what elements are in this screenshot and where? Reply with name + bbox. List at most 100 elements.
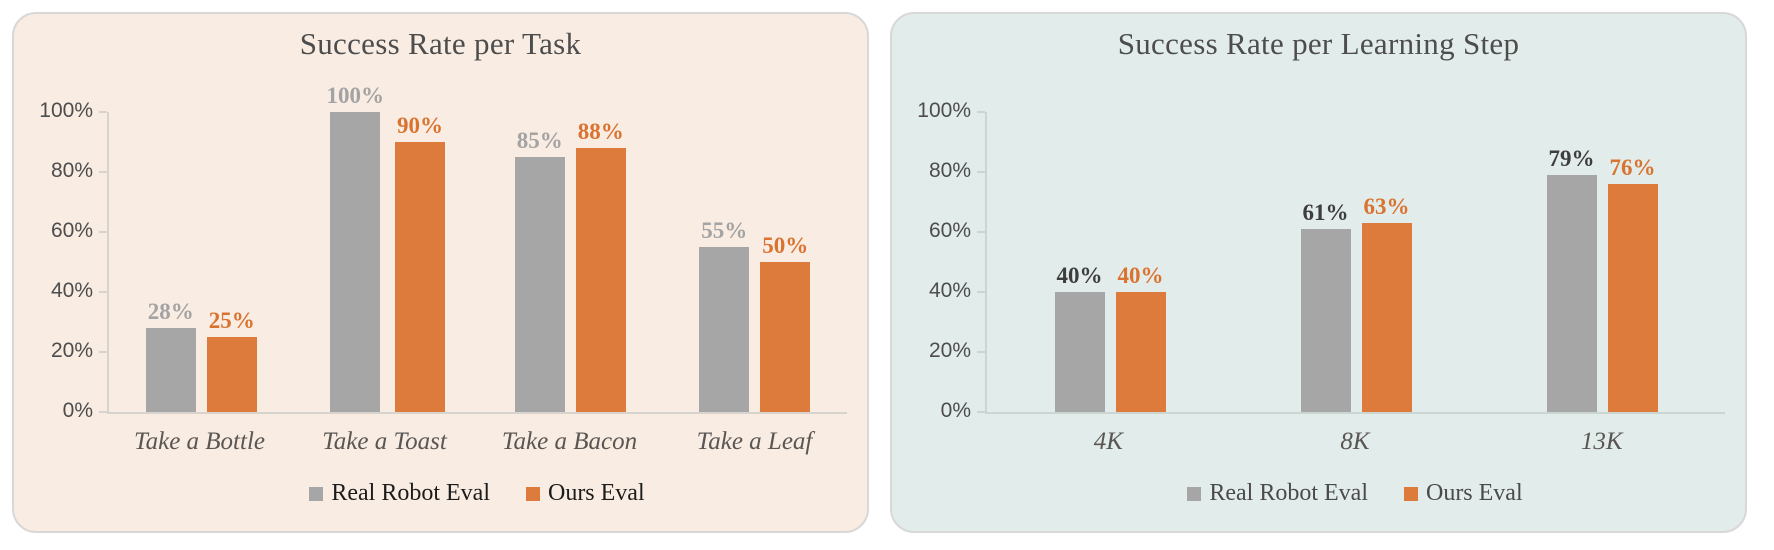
bar-value-label: 63% <box>1363 194 1410 219</box>
bar-pair: 85% 88% <box>514 120 626 412</box>
bar-column: 85% <box>514 128 565 412</box>
bar-column: 79% <box>1546 146 1597 412</box>
chart-panel-success-rate-per-learning-step: Success Rate per Learning Step 40% 40% 61%… <box>890 12 1747 533</box>
bar-group: 55% 50% <box>663 219 848 412</box>
legend-item: Ours Eval <box>1403 480 1523 507</box>
y-tick-label: 100% <box>39 99 93 122</box>
bar <box>699 247 750 412</box>
bar-column: 63% <box>1361 194 1412 412</box>
y-tick-mark <box>99 111 107 113</box>
y-tick-mark <box>977 411 985 413</box>
y-tick-label: 80% <box>50 159 93 182</box>
y-tick-label: 0% <box>940 399 971 422</box>
bar-column: 40% <box>1054 263 1105 412</box>
bar-pair: 28% 25% <box>145 299 257 412</box>
category-label: Take a Bottle <box>133 428 265 455</box>
bar-value-label: 40% <box>1117 263 1164 288</box>
y-tick-mark <box>977 231 985 233</box>
bar-group: 61% 63% <box>1233 195 1479 412</box>
y-tick-label: 0% <box>62 399 93 422</box>
bar <box>330 112 381 412</box>
bar-column: 61% <box>1300 200 1351 412</box>
y-tick-mark <box>99 171 107 173</box>
legend-label: Ours Eval <box>1425 480 1523 506</box>
y-tick-label: 20% <box>50 339 93 362</box>
bar-groups: 40% 40% 61% 63% 79% 76% <box>987 112 1725 412</box>
bar <box>395 142 445 412</box>
y-tick-mark <box>977 171 985 173</box>
bar-pair: 55% 50% <box>699 219 811 412</box>
bar-value-label: 61% <box>1302 200 1349 225</box>
legend: Real Robot Eval Ours Eval <box>985 480 1725 507</box>
bar-group: 79% 76% <box>1479 147 1725 412</box>
bar-group: 85% 88% <box>478 120 663 412</box>
legend-item: Ours Eval <box>525 480 645 507</box>
y-tick-mark <box>977 111 985 113</box>
bar-value-label: 40% <box>1056 263 1103 288</box>
bar-pair: 40% 40% <box>1054 263 1166 412</box>
legend-label: Real Robot Eval <box>331 480 490 506</box>
y-tick-mark <box>99 231 107 233</box>
x-axis-line <box>985 412 1725 414</box>
bar <box>1115 292 1166 412</box>
bar-column: 90% <box>395 114 445 412</box>
category-label: 4K <box>1093 428 1123 455</box>
y-tick-mark <box>977 291 985 293</box>
bar <box>1054 292 1105 412</box>
bar-group: 40% 40% <box>987 264 1233 412</box>
y-tick-label: 60% <box>50 219 93 242</box>
bar-column: 55% <box>699 219 750 412</box>
plot-area: 28% 25% 100% 90% 85% 88% 55% 50% 0% 20% 40% 60% 80%… <box>39 84 848 422</box>
legend-swatch <box>1187 486 1202 501</box>
bar <box>1361 223 1412 412</box>
bar-value-label: 25% <box>208 308 255 333</box>
bar-group: 100% 90% <box>294 84 479 412</box>
bar-column: 100% <box>326 83 385 412</box>
bar <box>1546 175 1597 412</box>
category-label: Take a Bacon <box>501 428 638 455</box>
category-axis: Take a Bottle Take a Toast Take a Bacon Tak… <box>107 428 847 456</box>
legend-label: Real Robot Eval <box>1209 480 1368 506</box>
bar-pair: 100% 90% <box>326 83 445 412</box>
bar-value-label: 28% <box>147 299 194 324</box>
category-label: Take a Toast <box>322 428 447 455</box>
y-tick-label: 40% <box>50 279 93 302</box>
bar-column: 28% <box>145 299 196 412</box>
y-tick-mark <box>99 351 107 353</box>
legend-swatch <box>525 486 540 501</box>
bar <box>575 148 626 412</box>
bar <box>1607 184 1658 412</box>
chart-title: Success Rate per Task <box>299 26 582 61</box>
plot-area: 40% 40% 61% 63% 79% 76% 0% 20% 40% 60% 80% 100% <box>917 99 1725 422</box>
y-tick-label: 20% <box>928 339 971 362</box>
chart-panel-success-rate-per-task: Success Rate per Task 28% 25% 100% 90% 85% 88… <box>12 12 869 533</box>
y-tick-mark <box>99 411 107 413</box>
bar-column: 76% <box>1607 155 1658 412</box>
legend: Real Robot Eval Ours Eval <box>107 480 847 507</box>
bar-value-label: 100% <box>326 83 385 108</box>
bar-groups: 28% 25% 100% 90% 85% 88% 55% 50% <box>109 84 848 412</box>
category-label: 13K <box>1580 428 1623 455</box>
bar-pair: 61% 63% <box>1300 194 1412 412</box>
bar-value-label: 76% <box>1609 155 1656 180</box>
bar <box>514 157 565 412</box>
y-tick-label: 40% <box>928 279 971 302</box>
y-tick-label: 100% <box>917 99 971 122</box>
category-axis: 4K 8K 13K <box>985 428 1725 456</box>
legend-swatch <box>309 486 324 501</box>
legend-swatch <box>1403 486 1418 501</box>
y-tick-mark <box>99 291 107 293</box>
bar-value-label: 85% <box>516 128 563 153</box>
x-axis-line <box>107 412 847 414</box>
bar-group: 28% 25% <box>109 300 294 412</box>
bar <box>206 337 257 412</box>
bar-pair: 79% 76% <box>1546 146 1658 412</box>
category-label: 8K <box>1340 428 1370 455</box>
bar-column: 25% <box>206 308 257 412</box>
y-axis-line <box>107 112 109 414</box>
y-axis-line <box>985 112 987 414</box>
y-tick-label: 60% <box>928 219 971 242</box>
bar-value-label: 79% <box>1548 146 1595 171</box>
bar <box>145 328 196 412</box>
